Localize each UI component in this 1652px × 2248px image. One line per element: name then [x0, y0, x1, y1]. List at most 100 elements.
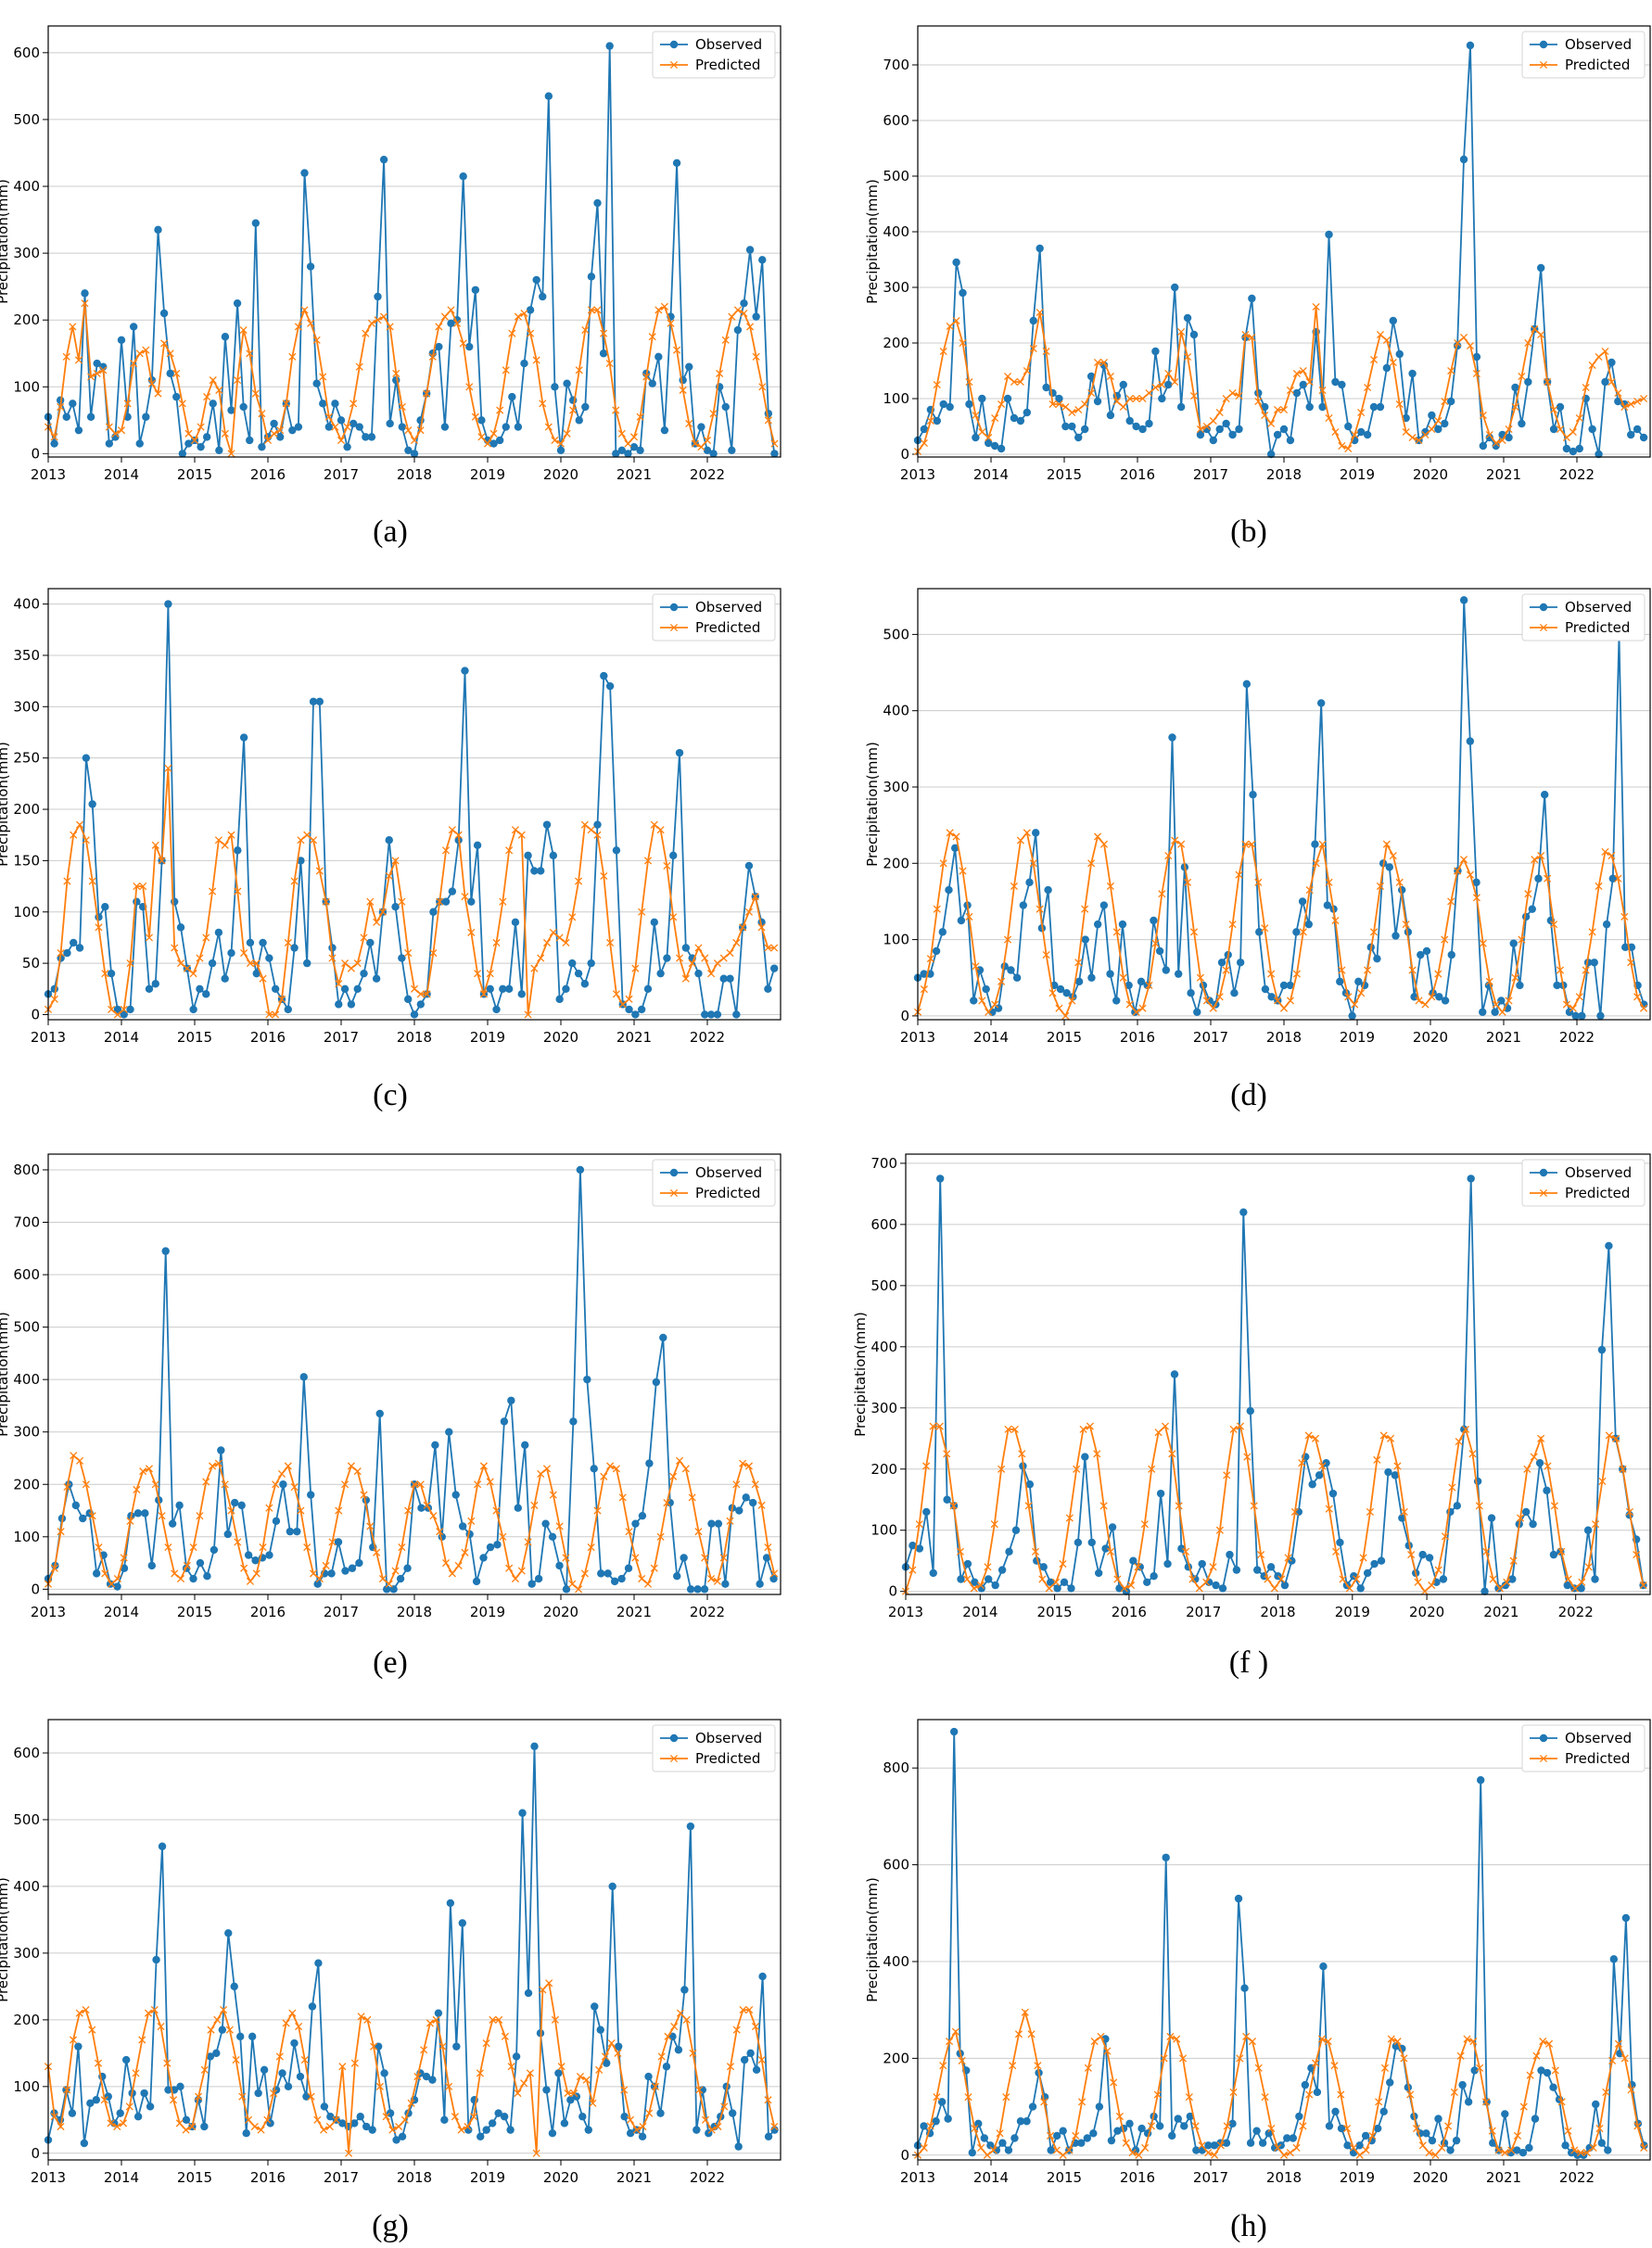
observed-point	[172, 392, 181, 401]
observed-point	[70, 938, 78, 947]
predicted-point	[87, 373, 95, 381]
predicted-point	[1544, 874, 1552, 883]
predicted-point	[188, 2122, 197, 2131]
predicted-point	[227, 450, 235, 458]
y-tick-label: 200	[13, 311, 40, 328]
predicted-point	[1511, 402, 1519, 412]
legend-label: Predicted	[695, 1185, 760, 1201]
x-tick-label: 2018	[1266, 466, 1302, 483]
predicted-point	[1619, 1465, 1627, 1473]
predicted-point	[520, 309, 528, 318]
observed-point	[693, 2126, 701, 2134]
observed-point	[1377, 1556, 1386, 1565]
observed-point	[605, 681, 615, 691]
observed-point	[569, 1417, 578, 1426]
observed-point	[1093, 397, 1102, 406]
predicted-point	[294, 323, 302, 331]
plot-frame	[917, 25, 1651, 458]
predicted-point	[1505, 425, 1513, 434]
predicted-point	[1382, 840, 1391, 848]
observed-point	[591, 2002, 599, 2011]
observed-point	[593, 198, 602, 208]
observed-point	[605, 42, 614, 50]
predicted-point	[1097, 2032, 1105, 2040]
predicted-point	[63, 877, 71, 885]
predicted-point	[985, 1008, 993, 1016]
observed-point	[178, 450, 187, 458]
predicted-point	[770, 2122, 779, 2131]
observed-point	[1446, 397, 1455, 406]
predicted-point	[341, 1480, 349, 1489]
predicted-point	[382, 2113, 390, 2121]
observed-point	[748, 1498, 757, 1507]
observed-point	[974, 2119, 983, 2128]
predicted-point	[1640, 1004, 1648, 1012]
y-tick-label: 500	[883, 168, 909, 184]
predicted-point	[164, 764, 172, 772]
predicted-point	[1530, 1453, 1538, 1461]
predicted-point	[1202, 997, 1211, 1005]
observed-point	[1252, 2127, 1261, 2135]
observed-point	[1379, 2107, 1388, 2116]
predicted-point	[1171, 377, 1179, 387]
predicted-point	[196, 954, 204, 962]
predicted-point	[972, 962, 980, 971]
predicted-point	[998, 1465, 1006, 1473]
legend-marker-observed	[1539, 603, 1548, 612]
observed-point	[447, 319, 455, 328]
predicted-point	[557, 2063, 565, 2071]
predicted-point	[570, 2089, 578, 2098]
y-tick-label: 800	[13, 1162, 40, 1178]
predicted-point	[933, 380, 941, 389]
observed-point	[1479, 1008, 1487, 1016]
predicted-point	[643, 857, 653, 865]
predicted-point	[105, 423, 113, 431]
observed-point	[1391, 1471, 1400, 1480]
observed-point	[246, 436, 254, 445]
predicted-point	[691, 439, 699, 448]
predicted-point	[1029, 859, 1037, 868]
predicted-point	[1042, 950, 1050, 959]
observed-point	[1361, 2131, 1370, 2140]
x-tick-label: 2022	[1558, 1604, 1594, 1620]
predicted-point	[82, 1480, 90, 1489]
x-tick-label: 2021	[616, 1029, 652, 1046]
observed-point	[985, 1575, 993, 1583]
predicted-point	[74, 356, 83, 364]
predicted-point	[307, 2092, 315, 2101]
predicted-point	[95, 923, 103, 932]
observed-point	[764, 984, 772, 993]
observed-point	[218, 2026, 226, 2034]
observed-point	[662, 2063, 671, 2071]
predicted-point	[1408, 433, 1417, 442]
observed-point	[75, 944, 84, 952]
observed-point	[520, 359, 528, 368]
predicted-point	[996, 2129, 1004, 2138]
observed-point	[341, 1567, 349, 1575]
predicted-point	[1087, 388, 1096, 398]
predicted-point	[935, 1422, 944, 1430]
observed-point	[337, 416, 346, 425]
observed-point	[1186, 2112, 1195, 2121]
predicted-point	[694, 1528, 703, 1536]
observed-point	[429, 908, 438, 916]
observed-point	[1080, 425, 1089, 434]
predicted-point	[1202, 422, 1211, 431]
observed-point	[631, 1010, 640, 1019]
predicted-point	[277, 1469, 286, 1478]
predicted-point	[1183, 878, 1192, 886]
y-tick-label: 800	[883, 1759, 909, 1776]
y-tick-label: 500	[13, 1811, 40, 1828]
series-line-observed	[917, 44, 1645, 455]
predicted-point	[335, 980, 343, 988]
predicted-point	[991, 1000, 999, 1009]
observed-point	[1535, 1458, 1544, 1467]
observed-point	[1549, 425, 1558, 434]
predicted-point	[1257, 1551, 1265, 1559]
predicted-point	[664, 2032, 672, 2040]
observed-point	[612, 450, 620, 458]
predicted-point	[970, 1584, 978, 1593]
observed-point	[1485, 433, 1493, 442]
predicted-point	[492, 1506, 501, 1515]
